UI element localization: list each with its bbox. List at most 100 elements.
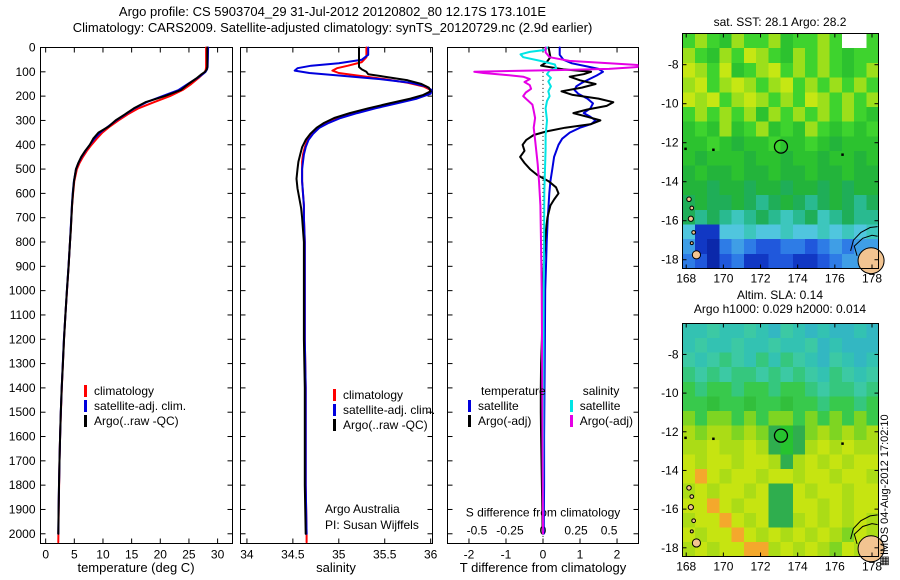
map-cell — [694, 48, 708, 64]
pi-annotation: Argo Australia PI: Susan Wijffels — [325, 501, 419, 533]
map-cell — [817, 77, 830, 93]
map-cell — [743, 165, 757, 181]
map-cell — [719, 180, 732, 196]
map-cell — [841, 396, 855, 412]
map-cell — [743, 253, 757, 269]
sst-map-title: sat. SST: 28.1 Argo: 28.2 — [713, 15, 847, 29]
map-cell — [719, 224, 732, 240]
map-cell — [768, 106, 781, 123]
map-cell — [694, 323, 708, 339]
x-tick-label: 5 — [71, 548, 78, 562]
map-cell — [768, 77, 781, 93]
map-cell — [805, 483, 818, 499]
map-cell — [841, 180, 855, 196]
map-cell — [743, 180, 757, 196]
map-cell — [817, 151, 830, 167]
map-cell — [707, 106, 720, 123]
map-cell — [682, 440, 696, 456]
map-x-tick-label: 174 — [788, 560, 808, 574]
map-cell — [731, 209, 745, 225]
temperature-axis-label: temperature (deg C) — [77, 560, 195, 575]
map-cell — [731, 440, 745, 456]
map-cell — [719, 209, 732, 225]
map-cell — [829, 224, 843, 240]
map-cell — [707, 33, 720, 49]
legend-item-satellite-s: satellite — [569, 399, 633, 414]
map-cell — [817, 410, 830, 426]
map-cell — [719, 195, 732, 211]
legend-item-satellite-adj: satellite-adj. clim. — [333, 403, 435, 418]
map-cell — [841, 338, 855, 354]
map-cell — [756, 253, 769, 269]
map-cell — [792, 381, 806, 397]
map-x-tick-label: 178 — [862, 272, 882, 286]
map-x-tick-label: 168 — [676, 272, 696, 286]
map-cell — [756, 454, 769, 470]
map-cell — [682, 151, 696, 167]
map-cell — [866, 367, 879, 383]
map-cell — [707, 440, 720, 456]
map-cell — [829, 165, 843, 181]
map-cell — [707, 352, 720, 368]
map-cell — [780, 323, 794, 339]
map-cell — [682, 121, 696, 137]
map-cell — [682, 165, 696, 181]
map-cell — [707, 180, 720, 196]
map-cell — [682, 62, 696, 79]
map-cell — [829, 121, 843, 137]
sdiff-tick-label: 0.5 — [601, 524, 618, 538]
series-climatology — [301, 46, 432, 544]
climatology-key-icon — [333, 389, 336, 401]
map-cell — [841, 352, 855, 368]
map-cell — [792, 62, 806, 79]
float-position-marker — [773, 139, 789, 154]
map-cell — [731, 106, 745, 123]
map-cell — [805, 195, 818, 211]
map-cell — [731, 92, 745, 108]
map-cell — [829, 239, 843, 255]
map-cell — [756, 338, 769, 354]
map-cell — [719, 338, 732, 354]
map-cell — [805, 381, 818, 397]
map-cell — [719, 498, 732, 514]
map-cell — [854, 338, 867, 354]
map-cell — [719, 151, 732, 167]
map-cell — [743, 454, 757, 470]
map-cell — [866, 121, 879, 137]
map-cell — [768, 239, 781, 255]
map-cell — [805, 396, 818, 412]
series-argo-raw-qc- — [295, 46, 432, 535]
map-cell — [841, 381, 855, 397]
map-cell — [780, 62, 794, 79]
map-cell — [719, 253, 732, 269]
island-landmass — [689, 241, 694, 246]
map-cell — [756, 469, 769, 485]
satellite-t-key-icon — [468, 400, 471, 412]
legend-item-satellite-adj: satellite-adj. clim. — [84, 399, 186, 414]
map-cell — [792, 136, 806, 152]
map-cell — [805, 527, 818, 543]
map-cell — [866, 425, 879, 441]
map-cell — [841, 469, 855, 485]
map-cell — [792, 396, 806, 412]
map-cell — [829, 425, 843, 441]
map-cell — [682, 106, 696, 123]
argo-key-icon — [84, 415, 87, 427]
map-cell — [866, 410, 879, 426]
map-cell — [768, 469, 781, 485]
map-cell — [817, 469, 830, 485]
map-cell — [841, 512, 855, 528]
map-cell — [841, 454, 855, 470]
map-cell — [829, 77, 843, 93]
map-cell — [792, 121, 806, 137]
map-cell — [682, 180, 696, 196]
map-cell — [829, 106, 843, 123]
map-cell — [805, 33, 818, 49]
map-cell — [792, 195, 806, 211]
depth-tick-label: 1100 — [10, 308, 36, 322]
map-cell — [854, 77, 867, 93]
map-cell — [780, 92, 794, 108]
map-cell — [694, 33, 708, 49]
map-cell — [743, 527, 757, 543]
map-cell — [780, 180, 794, 196]
